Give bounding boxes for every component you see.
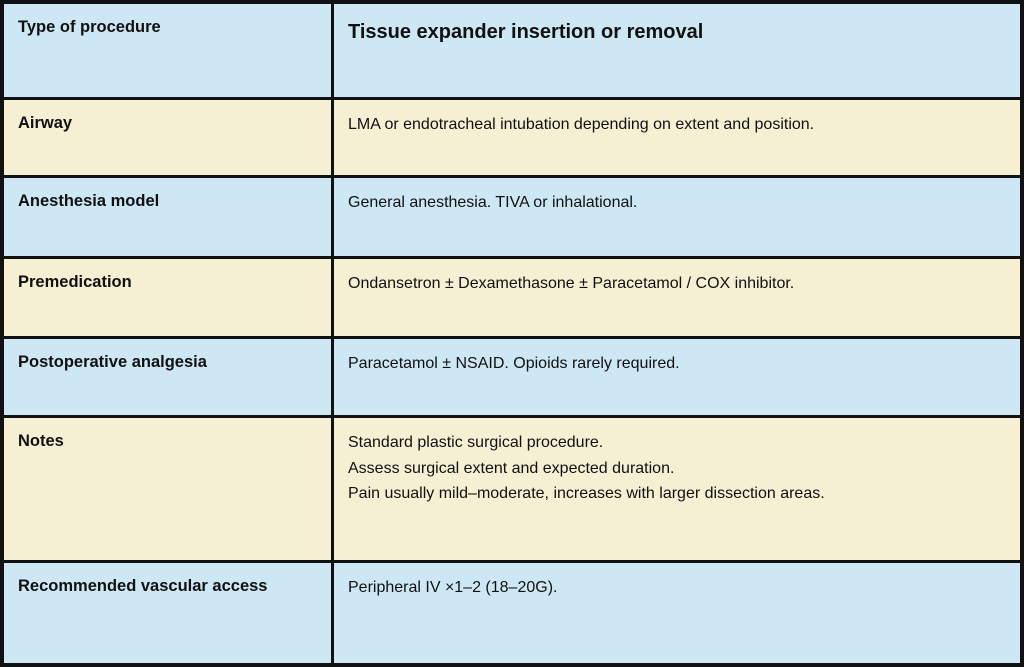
row-label-postoperative-analgesia: Postoperative analgesia — [4, 339, 334, 415]
row-label-recommended-vascular-access: Recommended vascular access — [4, 563, 334, 663]
table-row-airway: Airway LMA or endotracheal intubation de… — [4, 97, 1020, 175]
row-value-airway: LMA or endotracheal intubation depending… — [334, 100, 1020, 175]
row-label-notes: Notes — [4, 418, 334, 560]
row-value-recommended-vascular-access: Peripheral IV ×1–2 (18–20G). — [334, 563, 1020, 663]
row-value-anesthesia-model: General anesthesia. TIVA or inhalational… — [334, 178, 1020, 256]
row-value-postoperative-analgesia: Paracetamol ± NSAID. Opioids rarely requ… — [334, 339, 1020, 415]
table-row-postoperative-analgesia: Postoperative analgesia Paracetamol ± NS… — [4, 336, 1020, 415]
row-label-airway: Airway — [4, 100, 334, 175]
row-label-premedication: Premedication — [4, 259, 334, 336]
row-value-premedication: Ondansetron ± Dexamethasone ± Paracetamo… — [334, 259, 1020, 336]
row-label-anesthesia-model: Anesthesia model — [4, 178, 334, 256]
table-row-header: Type of procedure Tissue expander insert… — [4, 4, 1020, 97]
row-value-notes: Standard plastic surgical procedure. Ass… — [334, 418, 1020, 560]
row-label-type-of-procedure: Type of procedure — [4, 4, 334, 97]
table-row-recommended-vascular-access: Recommended vascular access Peripheral I… — [4, 560, 1020, 663]
table-row-premedication: Premedication Ondansetron ± Dexamethason… — [4, 256, 1020, 336]
table-row-notes: Notes Standard plastic surgical procedur… — [4, 415, 1020, 560]
procedure-title: Tissue expander insertion or removal — [334, 4, 1020, 97]
table-row-anesthesia-model: Anesthesia model General anesthesia. TIV… — [4, 175, 1020, 256]
